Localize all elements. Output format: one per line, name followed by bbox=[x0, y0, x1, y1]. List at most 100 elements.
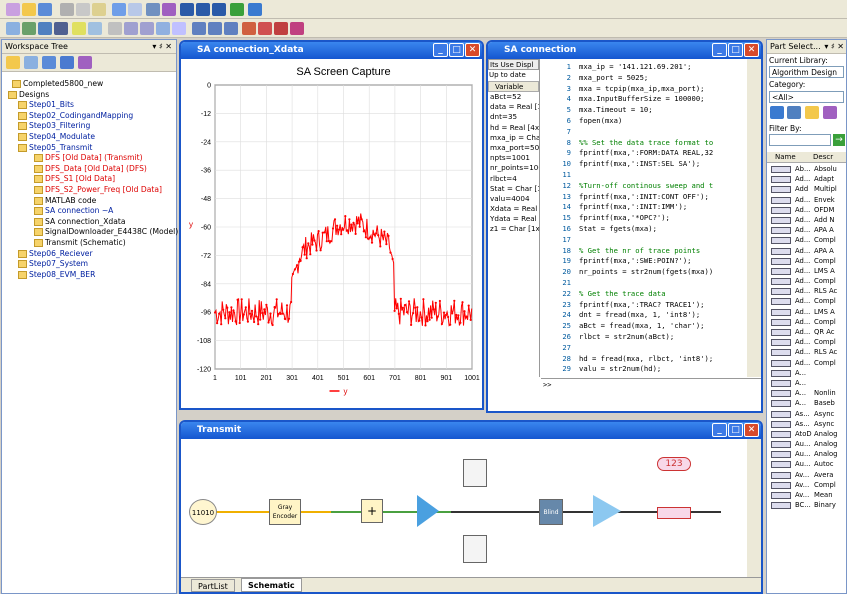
variable-display-dropdown[interactable]: Its Use Displ bbox=[488, 59, 539, 70]
part-item[interactable]: As... Async bbox=[767, 409, 846, 419]
tree-item[interactable]: DFS [Old Data] (Transmit) bbox=[4, 153, 176, 164]
blind-block[interactable]: Blind bbox=[539, 499, 563, 525]
zoom-icon[interactable] bbox=[6, 22, 20, 35]
rect-icon[interactable] bbox=[172, 22, 186, 35]
part-item[interactable]: Av... Avera bbox=[767, 470, 846, 480]
flag-icon[interactable] bbox=[274, 22, 288, 35]
tree-item[interactable]: Completed5800_new bbox=[4, 79, 176, 90]
variable-item[interactable]: Stat = Char [1x2 bbox=[490, 183, 539, 193]
code-line[interactable]: valu = str2num(hd); bbox=[579, 364, 662, 374]
tree-item[interactable]: Step01_Bits bbox=[4, 100, 176, 111]
variable-item[interactable]: z1 = Char [1x0] bbox=[490, 224, 539, 234]
part-item[interactable]: Ad... Compl bbox=[767, 296, 846, 306]
transmit-titlebar[interactable]: Transmit _ □ ✕ bbox=[181, 422, 761, 439]
design-icon[interactable] bbox=[162, 3, 176, 16]
close-button[interactable]: ✕ bbox=[744, 43, 759, 57]
tree-item[interactable]: MATLAB code bbox=[4, 196, 176, 207]
paste-icon[interactable] bbox=[92, 3, 106, 16]
tree-item[interactable]: Step02_CodingandMapping bbox=[4, 111, 176, 122]
variable-item[interactable]: Ydata = Real [1( bbox=[490, 214, 539, 224]
open-workspace-icon[interactable] bbox=[24, 56, 38, 69]
code-line[interactable]: mxa_ip = '141.121.69.201'; bbox=[579, 62, 692, 71]
tab-partlist[interactable]: PartList bbox=[191, 579, 235, 592]
code-editor[interactable]: 1 mxa_ip = '141.121.69.201'; 2 mxa_port = 5… bbox=[541, 59, 747, 377]
code-line[interactable]: mxa.InputBufferSize = 100000; bbox=[579, 94, 705, 104]
description-column-header[interactable]: Descr bbox=[813, 153, 834, 161]
simulate-icon[interactable] bbox=[230, 3, 244, 16]
tree-item[interactable]: Transmit (Schematic) bbox=[4, 238, 176, 249]
library-select[interactable]: Algorithm Design bbox=[769, 66, 844, 78]
code-line[interactable]: dnt = fread(mxa, 1, 'int8'); bbox=[579, 310, 701, 320]
minimize-button[interactable]: _ bbox=[712, 43, 727, 57]
part-item[interactable]: A... bbox=[767, 368, 846, 378]
code-line[interactable]: fprintf(mxa,':INST:SEL SA'); bbox=[579, 159, 701, 169]
part-item[interactable]: AtoD Analog bbox=[767, 429, 846, 439]
part-item[interactable]: A... bbox=[767, 378, 846, 388]
zoom-fit-icon[interactable] bbox=[192, 22, 206, 35]
part-item[interactable]: Ad... Compl bbox=[767, 276, 846, 286]
save-workspace-icon[interactable] bbox=[42, 56, 56, 69]
variable-item[interactable]: dnt=35 bbox=[490, 112, 518, 122]
tree-item[interactable]: Step06_Reciever bbox=[4, 249, 176, 260]
variable-item[interactable]: Xdata = Real [1x bbox=[490, 204, 539, 214]
part-item[interactable]: Ad... Compl bbox=[767, 235, 846, 245]
variable-item[interactable]: data = Real [100 bbox=[490, 102, 539, 112]
filter-block-2[interactable] bbox=[463, 535, 487, 563]
matlab-window-titlebar[interactable]: SA connection _ □ ✕ bbox=[488, 42, 761, 59]
part-item[interactable]: Ab... Absolu bbox=[767, 164, 846, 174]
part-item[interactable]: Au... Analog bbox=[767, 439, 846, 449]
zoom-in-icon[interactable] bbox=[124, 22, 138, 35]
pane-pin-icon[interactable]: ▾ ♯ ✕ bbox=[152, 42, 172, 51]
gain-block[interactable] bbox=[417, 495, 439, 527]
part-item[interactable]: Ad... Adapt bbox=[767, 174, 846, 184]
part-item[interactable]: Ad... APA A bbox=[767, 246, 846, 256]
pan-icon[interactable] bbox=[224, 22, 238, 35]
code-line[interactable]: %Turn-off continous sweep and t bbox=[579, 180, 714, 190]
variable-item[interactable]: mxa_ip = Char [ bbox=[490, 132, 539, 142]
wire-icon[interactable] bbox=[38, 22, 52, 35]
code-line[interactable]: fprintf(mxa,':INIT:IMM'); bbox=[579, 202, 688, 212]
maximize-button[interactable]: □ bbox=[728, 43, 743, 57]
part-item[interactable]: Ad... APA A bbox=[767, 225, 846, 235]
tree-item[interactable]: SA connection_Xdata bbox=[4, 217, 176, 228]
help-icon[interactable] bbox=[770, 106, 784, 119]
part-item[interactable]: As... Async bbox=[767, 419, 846, 429]
part-item[interactable]: BC... Binary bbox=[767, 500, 846, 510]
redo-icon[interactable] bbox=[128, 3, 142, 16]
tree-item[interactable]: SA connection ~A bbox=[4, 206, 176, 217]
code-line[interactable]: rlbct = str2num(aBct); bbox=[579, 332, 675, 341]
view-icon[interactable] bbox=[60, 56, 74, 69]
tree-item[interactable]: Step03_Filtering bbox=[4, 121, 176, 132]
part-item[interactable]: Au... Autoc bbox=[767, 459, 846, 469]
library-icon[interactable] bbox=[78, 56, 92, 69]
pointer-icon[interactable] bbox=[108, 22, 122, 35]
code-line[interactable]: mxa = tcpip(mxa_ip,mxa_port); bbox=[579, 83, 705, 93]
tree-item[interactable]: DFS_S1 [Old Data] bbox=[4, 174, 176, 185]
part-item[interactable]: Ad... Compl bbox=[767, 317, 846, 327]
tree-item[interactable]: DFS_S2_Power_Freq [Old Data] bbox=[4, 185, 176, 196]
undo-icon[interactable] bbox=[112, 3, 126, 16]
code-line[interactable]: fprintf(mxa,'*OPC?'); bbox=[579, 213, 670, 223]
name-column-header[interactable]: Name bbox=[775, 153, 796, 161]
part-item[interactable]: Au... Analog bbox=[767, 449, 846, 459]
minimize-button[interactable]: _ bbox=[433, 43, 448, 57]
part-item[interactable]: A... Baseb bbox=[767, 398, 846, 408]
part-item[interactable]: A... Nonlin bbox=[767, 388, 846, 398]
view-mode-icon[interactable] bbox=[787, 106, 801, 119]
marker-icon[interactable] bbox=[242, 22, 256, 35]
ground-icon[interactable] bbox=[54, 22, 68, 35]
waveform-sink[interactable] bbox=[657, 507, 691, 519]
code-line[interactable]: fopen(mxa) bbox=[579, 116, 623, 125]
counter-sink[interactable]: 123 bbox=[657, 457, 691, 471]
part-item[interactable]: Ad... LMS A bbox=[767, 307, 846, 317]
part-item[interactable]: Ad... Add N bbox=[767, 215, 846, 225]
copy-icon[interactable] bbox=[76, 3, 90, 16]
code-line[interactable]: fprintf(mxa,':SWE:POIN?'); bbox=[579, 256, 692, 266]
filter-go-button[interactable]: → bbox=[833, 134, 845, 146]
tree-item[interactable]: DFS_Data [Old Data] (DFS) bbox=[4, 164, 176, 175]
minimize-button[interactable]: _ bbox=[712, 423, 727, 437]
part-item[interactable]: Av... Mean bbox=[767, 490, 846, 500]
tree-item[interactable]: Step04_Modulate bbox=[4, 132, 176, 143]
code-line[interactable]: fprintf(mxa,':INIT:CONT OFF'); bbox=[579, 191, 709, 201]
grid-toggle-icon[interactable] bbox=[88, 22, 102, 35]
